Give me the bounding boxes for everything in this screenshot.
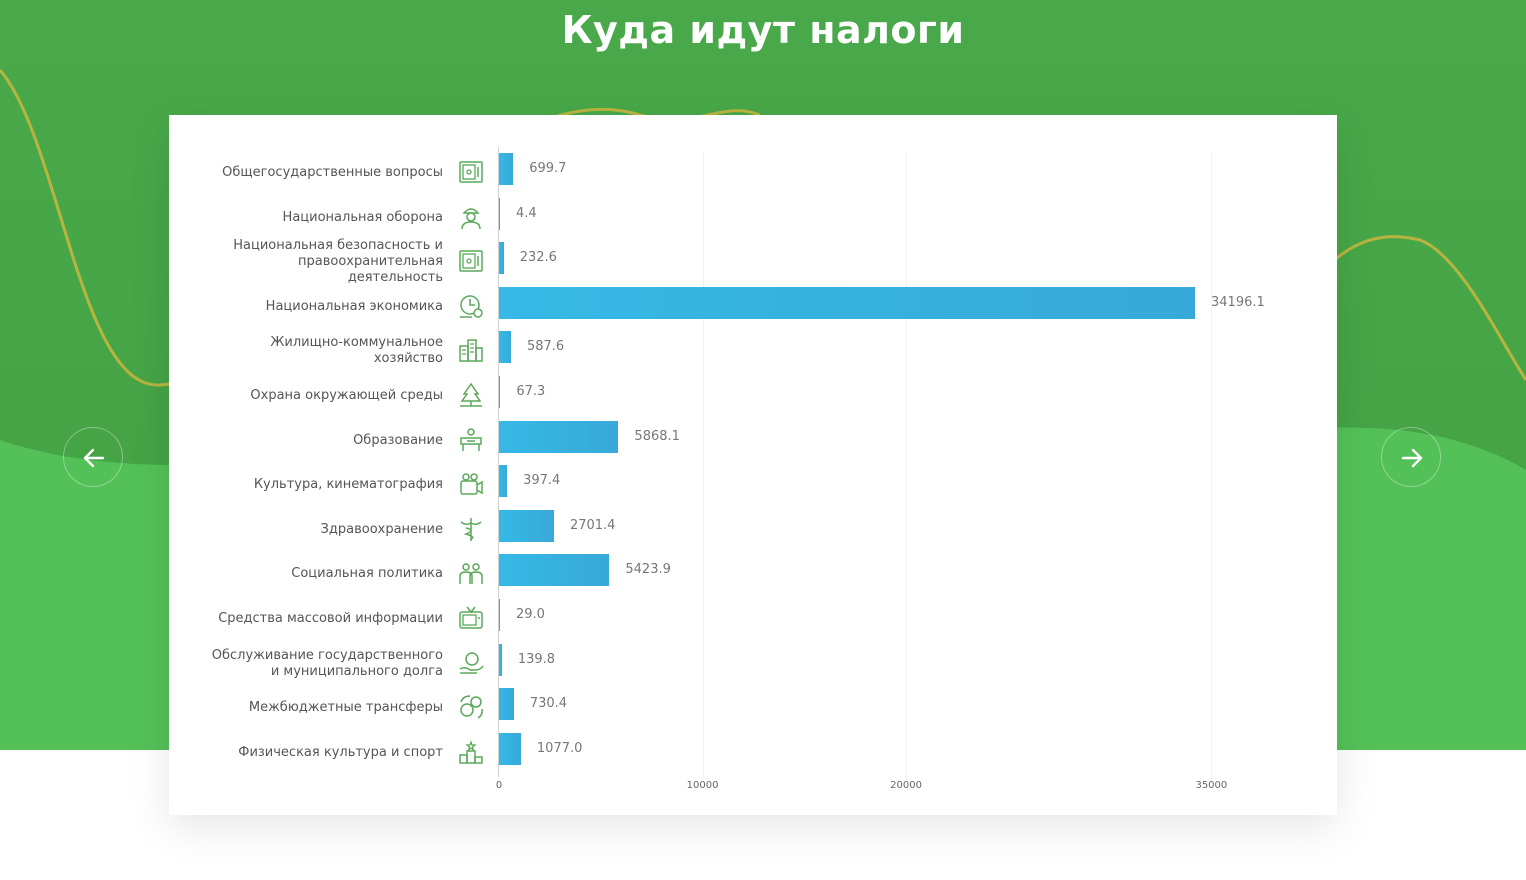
bar[interactable]	[499, 732, 521, 765]
clock-coin-icon	[460, 295, 483, 318]
bar-value-label: 232.6	[519, 250, 557, 266]
category-label: Национальная экономика	[265, 298, 443, 314]
safe-icon	[459, 161, 483, 183]
category-label: Образование	[353, 432, 443, 448]
school-desk-icon	[460, 427, 482, 451]
category-label: Жилищно-коммунальное хозяйство	[270, 335, 443, 367]
bar-value-label: 1077.0	[536, 740, 583, 756]
bar-value-label: 139.8	[517, 651, 556, 667]
family-icon	[459, 563, 483, 585]
bar[interactable]	[499, 153, 514, 185]
category-label: Здравоохранение	[320, 521, 443, 537]
category-label: Межбюджетные трансферы	[248, 700, 443, 716]
bar[interactable]	[499, 599, 500, 631]
bar-value-label: 397.4	[523, 473, 561, 489]
page-title: Куда идут налоги	[561, 8, 965, 52]
bar[interactable]	[499, 331, 511, 364]
bar[interactable]	[499, 465, 508, 498]
x-tick-label: 0	[495, 780, 503, 791]
trees-icon	[460, 382, 482, 407]
chart-card: 0 10000 20000 35000 Общегосударственные вопр…	[169, 115, 1337, 815]
tv-icon	[459, 606, 483, 629]
category-label: Общегосударственные вопросы	[222, 165, 443, 180]
bar[interactable]	[499, 376, 501, 408]
x-gridline	[906, 152, 908, 782]
bar-value-label: 730.4	[529, 696, 568, 712]
x-gridline	[702, 152, 704, 782]
x-tick-label: 35000	[1195, 780, 1228, 791]
bar-value-label: 29.0	[516, 607, 545, 622]
x-gridline	[1211, 152, 1213, 782]
bar-value-label: 4.4	[516, 205, 537, 221]
arrow-right-icon	[1401, 448, 1423, 468]
soldier-icon	[461, 207, 481, 229]
category-label: Культура, кинематография	[253, 477, 443, 493]
coin-hand-icon	[459, 651, 484, 674]
category-label: Национальная безопасность и правоохранит…	[233, 238, 443, 286]
bar-value-label: 5423.9	[625, 562, 671, 578]
bar[interactable]	[499, 688, 514, 721]
caduceus-icon	[460, 517, 482, 541]
bar[interactable]	[499, 643, 502, 676]
x-tick-label: 20000	[890, 780, 922, 791]
film-camera-icon	[460, 473, 483, 495]
y-axis-line	[498, 147, 499, 777]
podium-icon	[459, 739, 483, 764]
bar-value-label: 2701.4	[569, 517, 616, 533]
bar-value-label: 5868.1	[634, 428, 680, 444]
exchange-coins-icon	[460, 695, 483, 719]
category-label: Охрана окружающей среды	[250, 388, 443, 403]
bar-value-label: 699.7	[529, 161, 567, 176]
bar[interactable]	[499, 242, 504, 275]
category-label: Национальная оборона	[282, 209, 443, 225]
category-label: Средства массовой информации	[218, 611, 443, 626]
next-slide-button[interactable]	[1381, 427, 1441, 487]
category-label: Обслуживание государственного и муниципа…	[211, 647, 443, 679]
bar[interactable]	[499, 509, 554, 542]
category-label: Социальная политика	[291, 566, 443, 582]
arrow-left-icon	[83, 448, 105, 468]
bar-value-label: 67.3	[516, 384, 546, 399]
safe-icon	[459, 250, 483, 272]
bar-value-label: 34196.1	[1211, 294, 1265, 310]
bar[interactable]	[499, 554, 610, 587]
prev-slide-button[interactable]	[63, 427, 123, 487]
bar-value-label: 587.6	[526, 339, 565, 355]
category-label: Физическая культура и спорт	[238, 744, 443, 760]
x-tick-label: 10000	[686, 780, 719, 791]
bar[interactable]	[499, 420, 619, 453]
bar[interactable]	[499, 286, 1195, 319]
buildings-icon	[459, 339, 483, 363]
bar[interactable]	[499, 197, 500, 230]
